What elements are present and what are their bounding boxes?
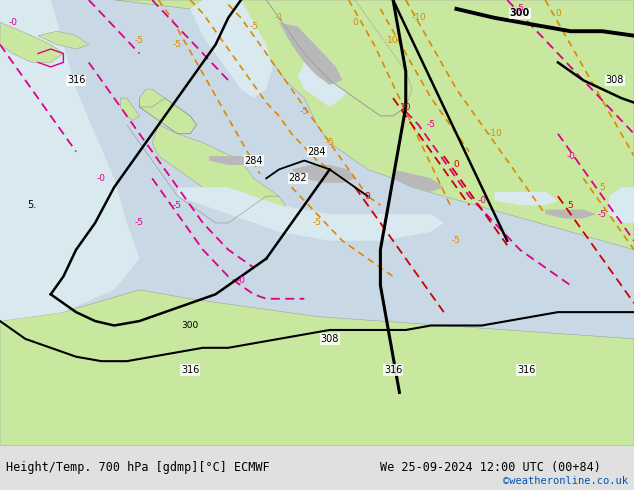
Text: -10: -10: [487, 129, 502, 138]
Text: Height/Temp. 700 hPa [gdmp][°C] ECMWF: Height/Temp. 700 hPa [gdmp][°C] ECMWF: [6, 462, 270, 474]
Polygon shape: [545, 210, 596, 219]
Text: -0: -0: [8, 18, 17, 27]
Polygon shape: [152, 125, 285, 223]
Text: -0: -0: [236, 276, 245, 285]
Text: 308: 308: [321, 334, 339, 344]
Polygon shape: [0, 0, 139, 321]
Polygon shape: [393, 170, 444, 192]
Text: -0: -0: [97, 174, 106, 183]
Text: 0: 0: [352, 18, 358, 27]
Polygon shape: [139, 89, 197, 134]
Text: -5: -5: [313, 219, 321, 227]
Text: -5: -5: [452, 236, 461, 245]
Polygon shape: [298, 53, 349, 107]
Polygon shape: [266, 0, 412, 116]
Text: -5: -5: [598, 210, 607, 219]
Polygon shape: [279, 22, 342, 85]
Text: -5: -5: [135, 36, 144, 45]
Text: -5: -5: [427, 121, 436, 129]
Polygon shape: [609, 187, 634, 223]
Polygon shape: [495, 192, 558, 205]
Text: -5: -5: [249, 22, 258, 31]
Text: 316: 316: [67, 75, 85, 85]
Text: 284: 284: [244, 155, 263, 166]
Text: -5: -5: [173, 40, 182, 49]
Text: 5: 5: [599, 183, 605, 192]
Text: -1: -1: [275, 13, 283, 23]
Text: -5: -5: [515, 4, 524, 13]
Text: 300: 300: [181, 321, 199, 330]
Text: -0: -0: [477, 196, 486, 205]
Polygon shape: [120, 98, 139, 121]
Text: 0: 0: [453, 161, 460, 170]
Text: 308: 308: [606, 75, 624, 85]
Text: -10: -10: [411, 13, 426, 23]
Text: -5: -5: [173, 200, 182, 210]
Text: 10: 10: [387, 36, 399, 45]
Text: 10: 10: [400, 102, 411, 112]
Text: 0: 0: [365, 192, 371, 201]
Polygon shape: [292, 165, 355, 183]
Text: ©weatheronline.co.uk: ©weatheronline.co.uk: [503, 476, 628, 486]
Text: 282: 282: [288, 173, 307, 183]
Polygon shape: [114, 0, 634, 250]
Polygon shape: [0, 290, 634, 446]
Text: 284: 284: [307, 147, 327, 157]
Polygon shape: [0, 22, 63, 62]
Polygon shape: [190, 0, 273, 98]
Polygon shape: [178, 187, 444, 241]
Text: 300: 300: [510, 8, 530, 19]
Text: 0: 0: [555, 9, 561, 18]
Polygon shape: [38, 31, 89, 49]
Text: We 25-09-2024 12:00 UTC (00+84): We 25-09-2024 12:00 UTC (00+84): [380, 462, 601, 474]
Polygon shape: [209, 156, 254, 165]
Text: 316: 316: [181, 365, 199, 375]
Text: -0: -0: [566, 151, 575, 161]
Text: 5: 5: [567, 200, 574, 210]
Text: 316: 316: [384, 365, 402, 375]
Text: -5: -5: [325, 138, 334, 147]
Text: 5.: 5.: [27, 200, 36, 210]
Text: 316: 316: [517, 365, 535, 375]
Text: -5: -5: [135, 219, 144, 227]
Text: -5: -5: [300, 107, 309, 116]
